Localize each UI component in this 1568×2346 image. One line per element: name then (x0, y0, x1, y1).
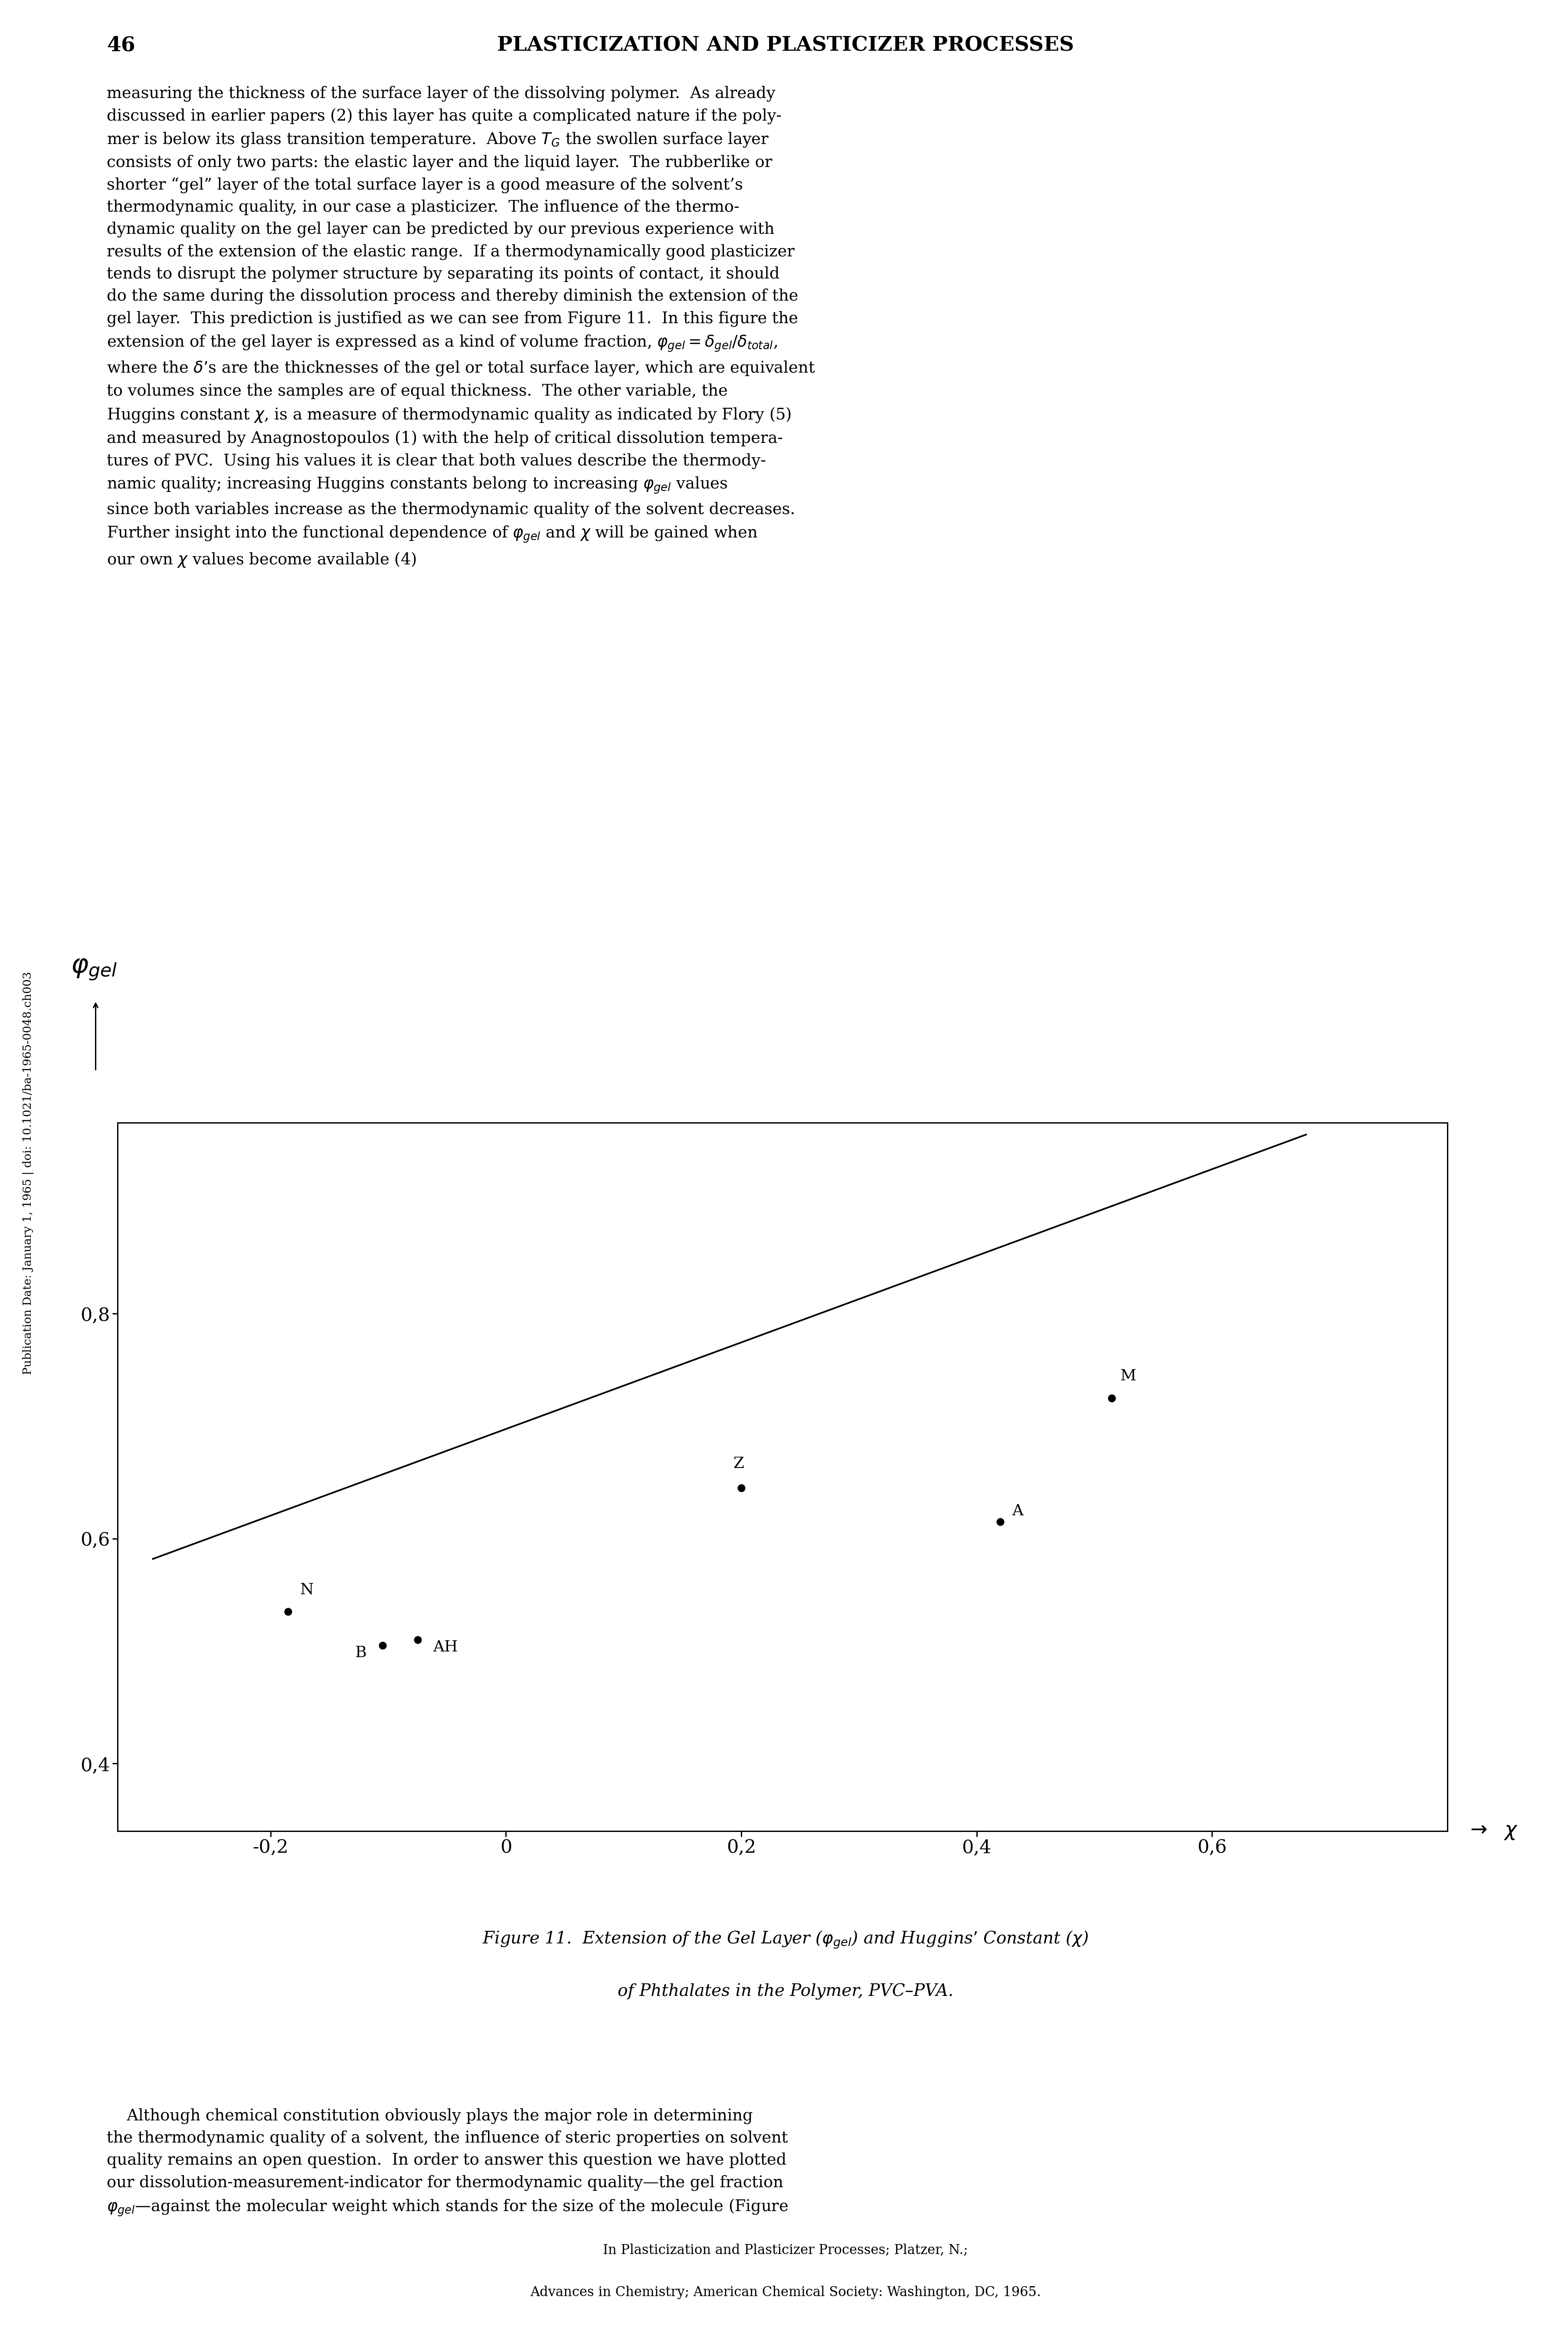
Text: M: M (1120, 1368, 1137, 1384)
Text: $\rightarrow$  $\chi$: $\rightarrow$ $\chi$ (1466, 1820, 1518, 1842)
Text: Although chemical constitution obviously plays the major role in determining
the: Although chemical constitution obviously… (107, 2109, 789, 2217)
Text: AH: AH (433, 1640, 458, 1654)
Text: measuring the thickness of the surface layer of the dissolving polymer.  As alre: measuring the thickness of the surface l… (107, 84, 815, 568)
Text: 46: 46 (107, 35, 135, 56)
Text: of Phthalates in the Polymer, PVC–PVA.: of Phthalates in the Polymer, PVC–PVA. (618, 1985, 953, 2001)
Text: Publication Date: January 1, 1965 | doi: 10.1021/ba-1965-0048.ch003: Publication Date: January 1, 1965 | doi:… (22, 971, 34, 1375)
Text: B: B (356, 1645, 367, 1661)
Text: N: N (299, 1584, 314, 1598)
Text: $\varphi_{gel}$: $\varphi_{gel}$ (71, 955, 118, 983)
Text: A: A (1011, 1504, 1024, 1518)
Text: PLASTICIZATION AND PLASTICIZER PROCESSES: PLASTICIZATION AND PLASTICIZER PROCESSES (497, 35, 1074, 56)
Text: In Plasticization and Plasticizer Processes; Platzer, N.;: In Plasticization and Plasticizer Proces… (604, 2243, 967, 2257)
Text: Figure 11.  Extension of the Gel Layer ($\varphi_{gel}$) and Huggins’ Constant (: Figure 11. Extension of the Gel Layer ($… (483, 1928, 1088, 1950)
Text: Z: Z (732, 1457, 743, 1471)
Text: Advances in Chemistry; American Chemical Society: Washington, DC, 1965.: Advances in Chemistry; American Chemical… (530, 2285, 1041, 2299)
